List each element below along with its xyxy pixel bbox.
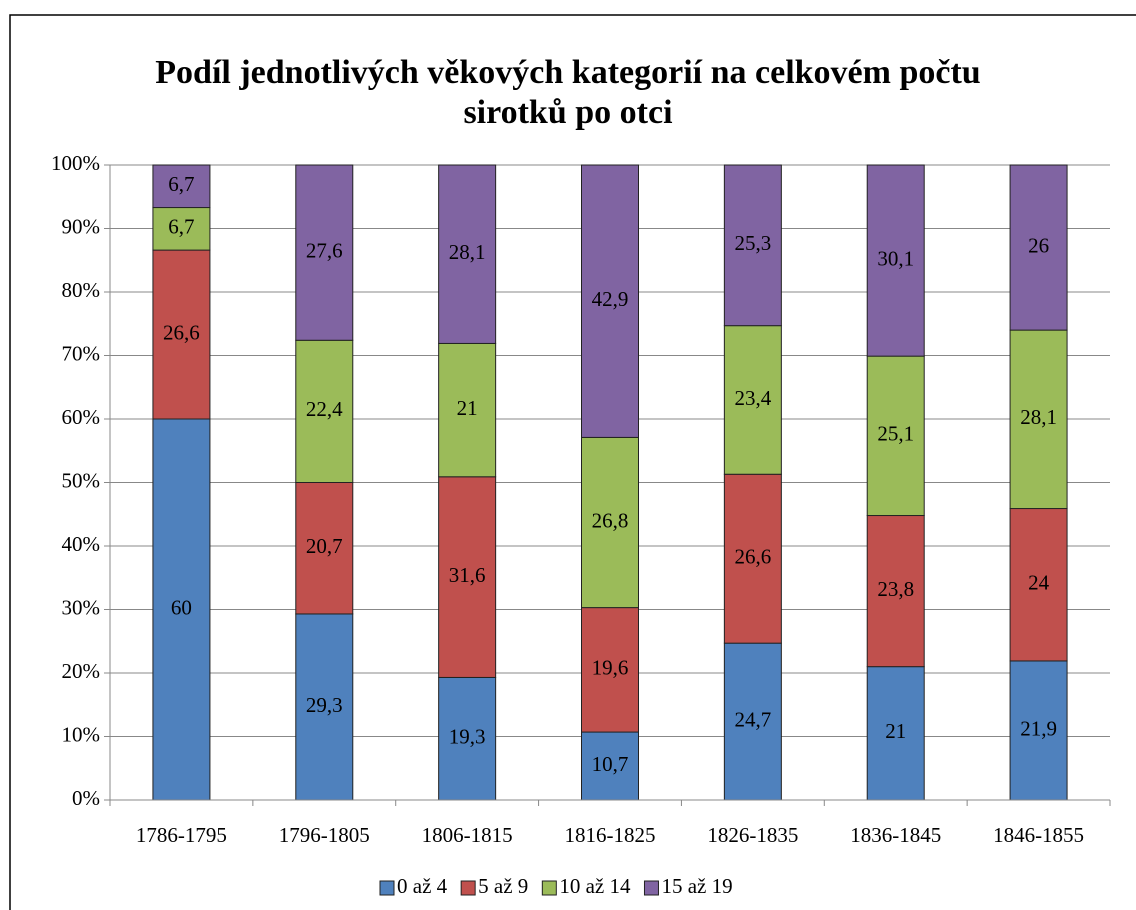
- x-tick-label: 1786-1795: [136, 823, 227, 847]
- legend-label: 0 až 4: [397, 874, 448, 898]
- bar-segment: [866, 164, 925, 357]
- legend-swatch: [460, 880, 476, 896]
- data-label: 42,9: [592, 287, 629, 311]
- y-tick-label: 90%: [62, 214, 101, 238]
- data-label: 26: [1028, 233, 1049, 257]
- x-tick-label: 1796-1805: [279, 823, 370, 847]
- data-label: 26,6: [734, 545, 771, 569]
- bar-segment: [152, 164, 211, 209]
- x-tick-label: 1826-1835: [707, 823, 798, 847]
- data-label: 31,6: [449, 563, 486, 587]
- x-tick-label: 1816-1825: [565, 823, 656, 847]
- bar-segment: [152, 249, 211, 420]
- bar-segment: [295, 482, 354, 615]
- data-label: 21: [885, 719, 906, 743]
- bar-segment: [866, 355, 925, 517]
- data-label: 23,4: [734, 386, 771, 410]
- y-tick-label: 20%: [62, 659, 101, 683]
- bar-segment: [723, 642, 782, 801]
- data-label: 23,8: [877, 577, 914, 601]
- legend-swatch: [379, 880, 395, 896]
- data-label: 25,1: [877, 422, 914, 446]
- y-tick-label: 30%: [62, 595, 101, 619]
- bar-segment: [581, 164, 639, 438]
- legend-swatch: [541, 880, 557, 896]
- legend-label: 15 až 19: [661, 874, 732, 898]
- bar-segment: [1009, 164, 1068, 331]
- data-label: 24: [1028, 571, 1050, 595]
- bar-segment: [581, 607, 639, 733]
- data-label: 21: [457, 396, 478, 420]
- bar-segment: [866, 515, 925, 668]
- x-tick-label: 1846-1855: [993, 823, 1084, 847]
- bar-segment: [438, 676, 497, 801]
- y-tick-label: 50%: [62, 468, 101, 492]
- bar-segment: [295, 164, 354, 341]
- data-label: 21,9: [1020, 716, 1057, 740]
- data-label: 24,7: [734, 707, 771, 731]
- bar-segment: [438, 342, 497, 478]
- bar-segment: [1009, 329, 1068, 510]
- data-label: 27,6: [306, 238, 343, 262]
- data-label: 10,7: [592, 752, 629, 776]
- x-tick-label: 1836-1845: [850, 823, 941, 847]
- y-tick-label: 10%: [62, 722, 101, 746]
- data-label: 20,7: [306, 534, 343, 558]
- legend-swatch: [643, 880, 659, 896]
- data-label: 28,1: [449, 240, 486, 264]
- data-label: 22,4: [306, 397, 343, 421]
- data-label: 28,1: [1020, 405, 1057, 429]
- bar-segment: [152, 207, 211, 251]
- bar-segment: [295, 613, 354, 801]
- data-label: 30,1: [877, 246, 914, 270]
- bar-segment: [438, 164, 497, 344]
- bar-segment: [581, 731, 639, 801]
- chart-title: Podíl jednotlivých věkových kategorií na…: [155, 54, 980, 131]
- bar-segment: [295, 339, 354, 484]
- y-tick-label: 0%: [72, 786, 100, 810]
- y-tick-label: 100%: [51, 151, 100, 175]
- data-label: 19,6: [592, 656, 629, 680]
- data-label: 29,3: [306, 693, 343, 717]
- bar-segment: [581, 436, 639, 609]
- bar-segment: [723, 164, 782, 327]
- data-label: 26,8: [592, 508, 629, 532]
- bar-segment: [723, 473, 782, 644]
- data-label: 6,7: [168, 215, 194, 239]
- data-label: 25,3: [734, 231, 771, 255]
- data-label: 19,3: [449, 725, 486, 749]
- y-tick-label: 60%: [62, 405, 101, 429]
- bar-segment: [1009, 508, 1068, 662]
- legend-label: 10 až 14: [559, 874, 631, 898]
- y-tick-label: 70%: [62, 341, 101, 365]
- y-tick-label: 80%: [62, 278, 101, 302]
- data-label: 26,6: [163, 320, 200, 344]
- data-label: 6,7: [168, 172, 194, 196]
- data-label: 60: [171, 595, 192, 619]
- legend-label: 5 až 9: [478, 874, 528, 898]
- x-tick-label: 1806-1815: [422, 823, 513, 847]
- y-tick-label: 40%: [62, 532, 101, 556]
